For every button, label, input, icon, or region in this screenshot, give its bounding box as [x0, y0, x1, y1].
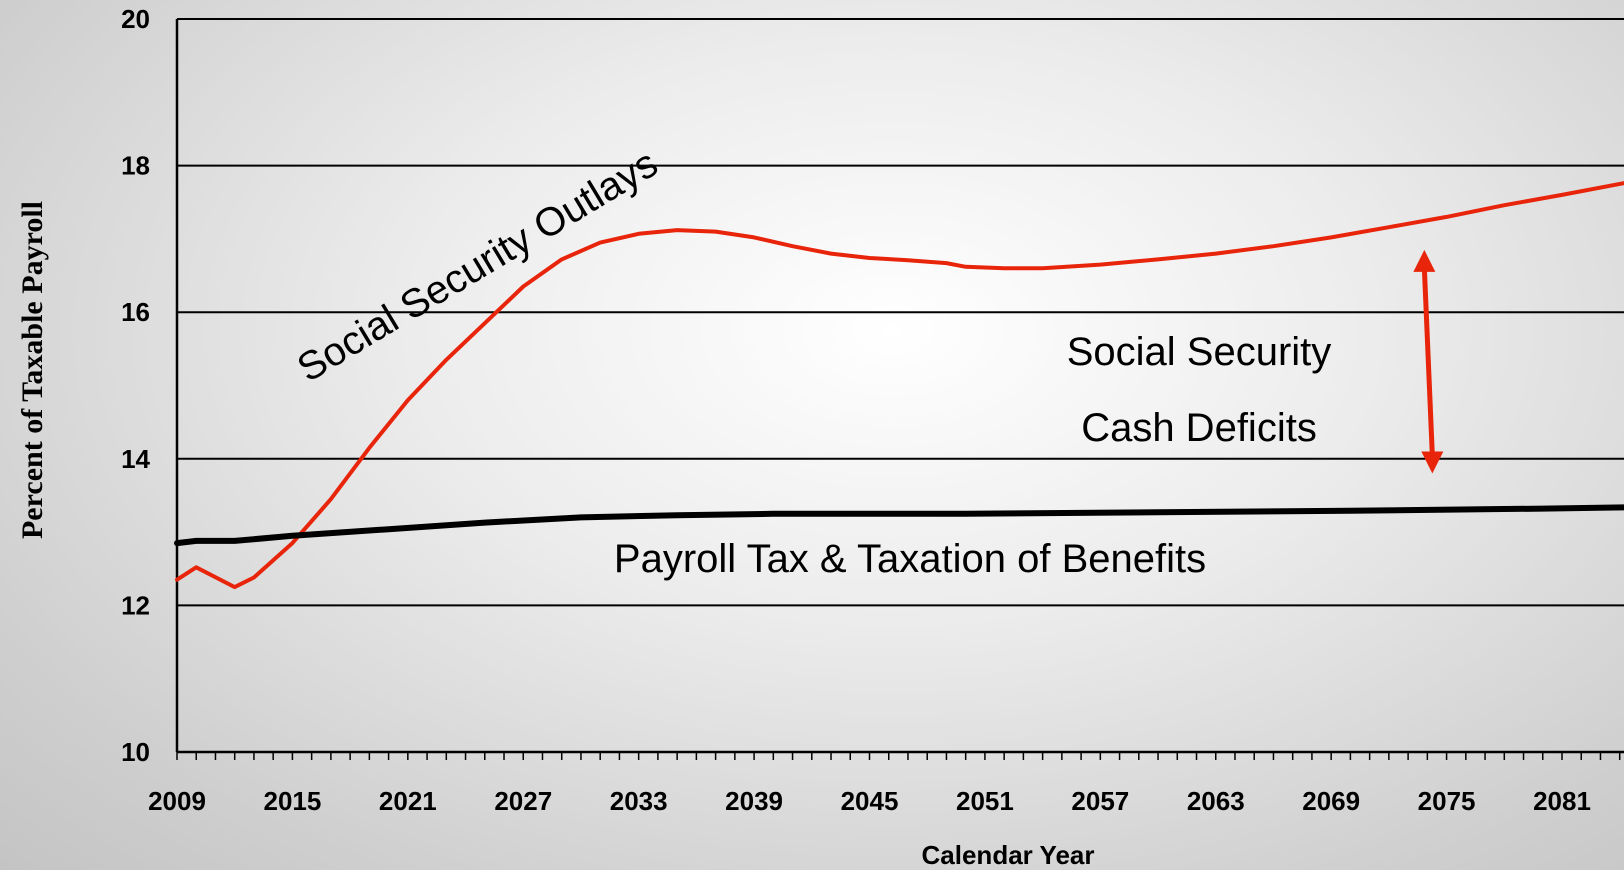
x-tick-label-2033: 2033	[610, 786, 668, 816]
y-axis-title: Percent of Taxable Payroll	[16, 201, 49, 539]
x-tick-label-2015: 2015	[263, 786, 321, 816]
y-tick-label-20: 20	[121, 4, 150, 34]
outlays-line	[175, 181, 1624, 590]
deficit-label-line2: Cash Deficits	[1081, 406, 1317, 450]
axes	[175, 19, 1624, 754]
deficit-arrow-shaft	[1421, 267, 1435, 456]
y-tick-label-10: 10	[121, 737, 150, 767]
deficit-label-line1: Social Security	[1067, 330, 1332, 374]
x-tick-label-2063: 2063	[1187, 786, 1245, 816]
x-tick-label-2045: 2045	[841, 786, 899, 816]
y-tick-labels: 10 12 14 16 18 20	[121, 4, 150, 767]
x-tick-label-2021: 2021	[379, 786, 437, 816]
x-tick-labels: 2009 2015 2021 2027 2033 2039 2045 2051 2057 2063…	[148, 786, 1591, 816]
deficit-arrow	[1413, 249, 1444, 474]
payroll-tax-line	[174, 504, 1624, 547]
deficit-arrow-head-top	[1413, 249, 1436, 272]
x-minor-ticks	[176, 752, 1621, 760]
series-lines	[174, 181, 1624, 590]
x-tick-label-2057: 2057	[1071, 786, 1129, 816]
x-tick-label-2051: 2051	[956, 786, 1014, 816]
y-tick-label-12: 12	[121, 590, 150, 620]
x-tick-label-2069: 2069	[1302, 786, 1360, 816]
gridlines	[177, 18, 1624, 607]
x-axis-title: Calendar Year	[922, 840, 1095, 870]
x-tick-label-2039: 2039	[725, 786, 783, 816]
y-tick-label-14: 14	[121, 444, 150, 474]
y-tick-label-18: 18	[121, 151, 150, 181]
x-tick-label-2075: 2075	[1418, 786, 1476, 816]
x-tick-label-2081: 2081	[1533, 786, 1591, 816]
deficit-arrow-head-bottom	[1421, 451, 1444, 474]
outlays-series-label: Social Security Outlays	[290, 141, 665, 391]
payroll-series-label: Payroll Tax & Taxation of Benefits	[614, 537, 1206, 581]
x-tick-label-2009: 2009	[148, 786, 206, 816]
y-tick-label-16: 16	[121, 297, 150, 327]
x-tick-label-2027: 2027	[494, 786, 552, 816]
